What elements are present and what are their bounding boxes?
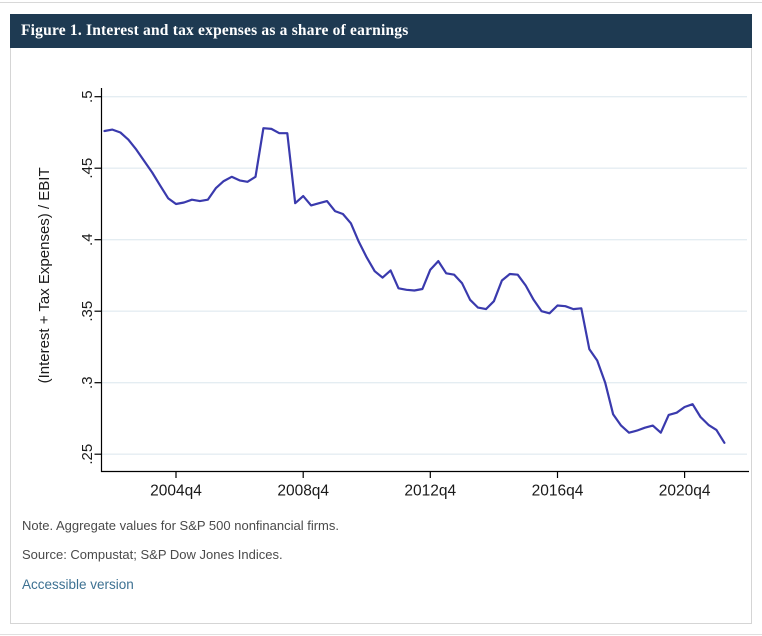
y-tick-label: .4 — [79, 233, 96, 246]
accessible-version-link[interactable]: Accessible version — [22, 577, 134, 592]
figure-card: Figure 1. Interest and tax expenses as a… — [10, 14, 752, 624]
figure-notes: Note. Aggregate values for S&P 500 nonfi… — [22, 518, 722, 594]
y-tick-label: .3 — [79, 376, 96, 389]
chart-area: .5 .45 .4 .35 .3 .25 (Interest + Tax Expenses)… — [11, 48, 751, 506]
line-chart: .5 .45 .4 .35 .3 .25 (Interest + Tax Expenses)… — [36, 88, 749, 500]
figure-header: Figure 1. Interest and tax expenses as a… — [10, 14, 752, 48]
y-tick-label: .5 — [79, 90, 96, 103]
x-tick-label: 2004q4 — [150, 483, 202, 500]
y-tick-label: .35 — [79, 301, 96, 322]
x-tick-label: 2008q4 — [277, 483, 329, 500]
note-text: Note. Aggregate values for S&P 500 nonfi… — [22, 518, 340, 533]
y-tick-label: .25 — [79, 444, 96, 465]
source-text: Source: Compustat; S&P Dow Jones Indices… — [22, 547, 283, 562]
x-tick-label: 2016q4 — [532, 483, 584, 500]
page-bottom-rule — [0, 634, 762, 635]
page-top-rule — [0, 2, 762, 3]
data-line — [103, 127, 726, 444]
x-tick-label: 2012q4 — [404, 483, 456, 500]
y-tick-label: .45 — [79, 158, 96, 179]
axis-line — [100, 88, 749, 473]
y-axis-title: (Interest + Tax Expenses) / EBIT — [36, 167, 53, 383]
x-tick-label: 2020q4 — [659, 483, 711, 500]
figure-title: Figure 1. Interest and tax expenses as a… — [21, 22, 409, 39]
